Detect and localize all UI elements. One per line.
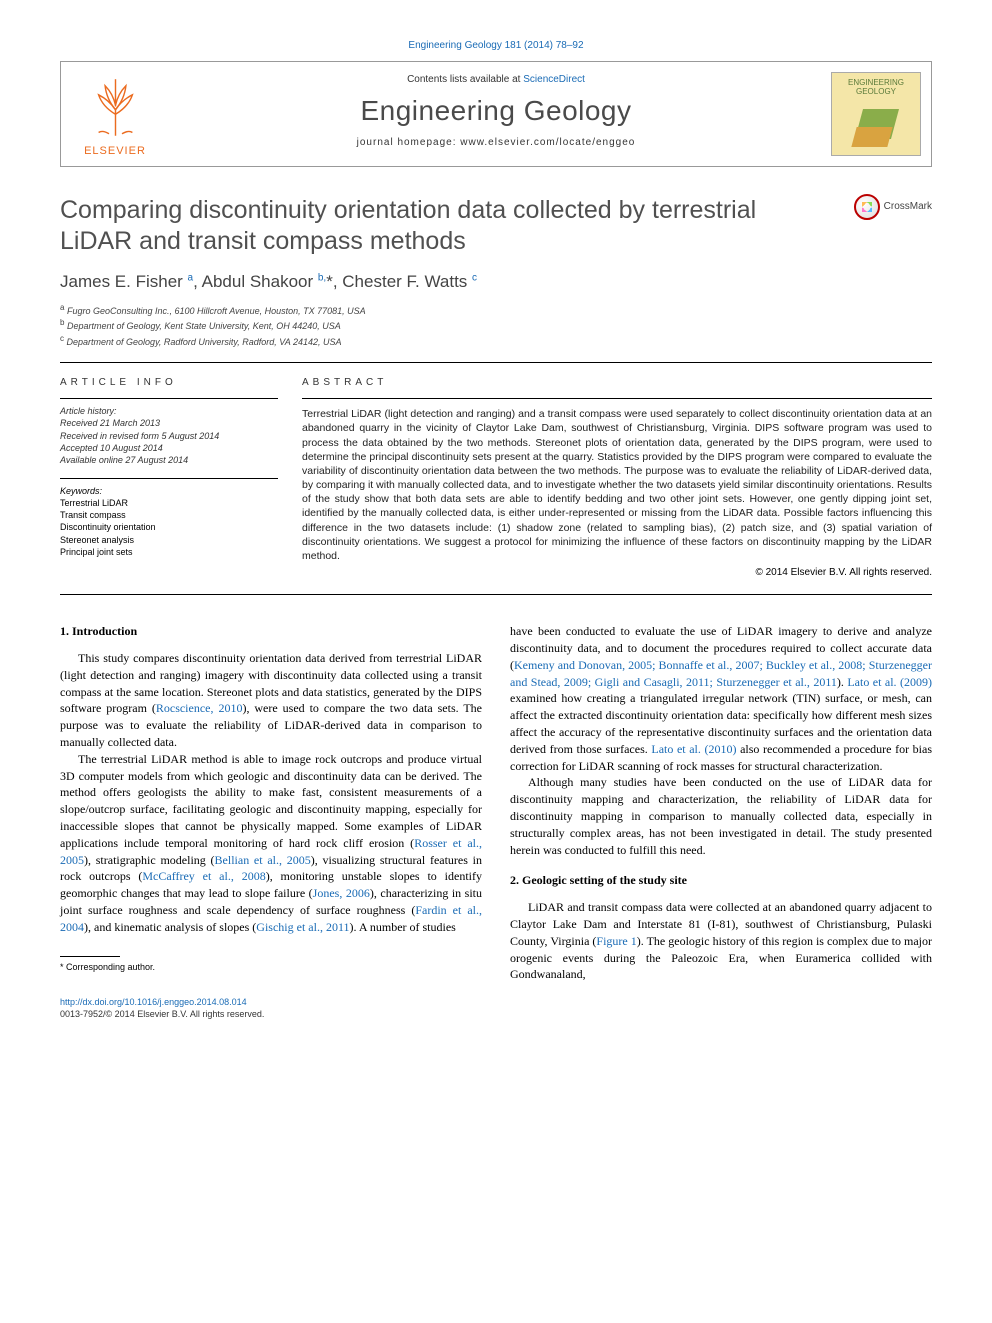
citation-link[interactable]: Jones, 2006 xyxy=(313,886,370,900)
column-left: 1. Introduction This study compares disc… xyxy=(60,623,482,983)
column-right: have been conducted to evaluate the use … xyxy=(510,623,932,983)
geo-paragraph-1: LiDAR and transit compass data were coll… xyxy=(510,899,932,983)
publisher-logo[interactable]: ELSEVIER xyxy=(60,61,170,167)
geologic-setting-heading: 2. Geologic setting of the study site xyxy=(510,872,932,889)
intro-heading: 1. Introduction xyxy=(60,623,482,640)
citation-link[interactable]: Lato et al. (2010) xyxy=(651,742,736,756)
journal-cover-thumbnail[interactable]: ENGINEERINGGEOLOGY xyxy=(831,72,921,156)
article-body: 1. Introduction This study compares disc… xyxy=(60,623,932,983)
citation-link[interactable]: Bellian et al., 2005 xyxy=(215,853,311,867)
author-list: James E. Fisher a, Abdul Shakoor b,*, Ch… xyxy=(60,272,932,292)
abstract-text: Terrestrial LiDAR (light detection and r… xyxy=(302,398,932,563)
abstract-copyright: © 2014 Elsevier B.V. All rights reserved… xyxy=(302,567,932,578)
contents-available-line: Contents lists available at ScienceDirec… xyxy=(201,74,791,85)
cover-graphic-icon xyxy=(851,109,901,149)
footnote-separator xyxy=(60,956,120,957)
crossmark-badge[interactable]: CrossMark xyxy=(854,194,932,220)
issn-copyright: 0013-7952/© 2014 Elsevier B.V. All right… xyxy=(60,1009,932,1021)
journal-homepage-line: journal homepage: www.elsevier.com/locat… xyxy=(201,137,791,148)
citation-link[interactable]: Gischig et al., 2011 xyxy=(256,920,349,934)
intro-paragraph-1: This study compares discontinuity orient… xyxy=(60,650,482,751)
article-history: Article history: Received 21 March 2013 … xyxy=(60,398,278,466)
citation-link[interactable]: McCaffrey et al., 2008 xyxy=(142,869,265,883)
elsevier-tree-icon xyxy=(80,71,150,141)
crossmark-icon xyxy=(854,194,880,220)
publisher-name: ELSEVIER xyxy=(84,145,146,157)
intro-paragraph-2-continued: have been conducted to evaluate the use … xyxy=(510,623,932,774)
doi-link[interactable]: http://dx.doi.org/10.1016/j.enggeo.2014.… xyxy=(60,997,932,1009)
sciencedirect-link[interactable]: ScienceDirect xyxy=(523,74,585,85)
affiliations: a Fugro GeoConsulting Inc., 6100 Hillcro… xyxy=(60,302,932,349)
journal-header: ELSEVIER Contents lists available at Sci… xyxy=(60,61,932,167)
corresponding-author-footnote: * Corresponding author. xyxy=(60,961,482,974)
homepage-link[interactable]: www.elsevier.com/locate/enggeo xyxy=(460,137,635,148)
page-footer: http://dx.doi.org/10.1016/j.enggeo.2014.… xyxy=(60,997,932,1020)
intro-paragraph-3: Although many studies have been conducte… xyxy=(510,774,932,858)
citation-link[interactable]: Rocscience, 2010 xyxy=(156,701,243,715)
citation-link[interactable]: Lato et al. (2009) xyxy=(847,675,932,689)
article-info-heading: article info xyxy=(60,377,278,388)
intro-paragraph-2: The terrestrial LiDAR method is able to … xyxy=(60,751,482,936)
journal-title: Engineering Geology xyxy=(201,95,791,127)
keywords-block: Keywords: Terrestrial LiDAR Transit comp… xyxy=(60,478,278,558)
journal-citation[interactable]: Engineering Geology 181 (2014) 78–92 xyxy=(60,40,932,51)
figure-link[interactable]: Figure 1 xyxy=(596,934,636,948)
cover-title: ENGINEERINGGEOLOGY xyxy=(848,79,904,97)
abstract-panel: abstract Terrestrial LiDAR (light detect… xyxy=(302,377,932,578)
article-title: Comparing discontinuity orientation data… xyxy=(60,195,932,258)
section-divider xyxy=(60,594,932,595)
article-info-panel: article info Article history: Received 2… xyxy=(60,377,278,578)
abstract-heading: abstract xyxy=(302,377,932,388)
